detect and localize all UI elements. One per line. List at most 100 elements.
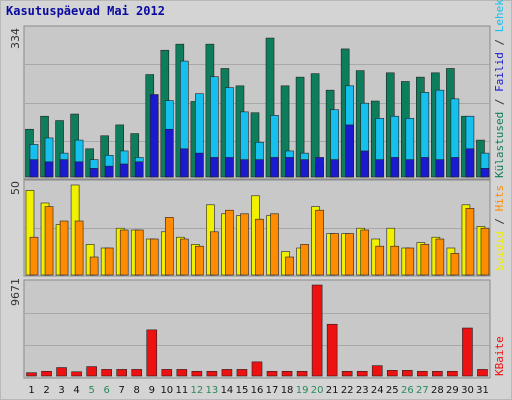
visits-bar — [55, 120, 64, 178]
day-label: 28 — [431, 385, 444, 396]
kbytes-bar — [86, 366, 97, 377]
files-bar — [59, 159, 69, 178]
hits-bar — [435, 238, 445, 276]
kbytes-bar — [161, 369, 173, 377]
hits-bar — [465, 208, 475, 276]
day-label: 13 — [206, 385, 219, 396]
kbytes-bar — [236, 369, 248, 377]
files-bar — [134, 161, 144, 178]
day-label: 20 — [311, 385, 324, 396]
hits-bar — [225, 209, 234, 276]
files-bar — [29, 159, 39, 178]
day-label: 30 — [461, 385, 474, 396]
kbytes-bar — [447, 370, 458, 377]
day-label: 2 — [43, 385, 49, 396]
kbytes-bar — [26, 372, 37, 377]
day-label: 26 — [401, 385, 414, 396]
day-label: 19 — [296, 385, 309, 396]
kbytes-bar — [417, 370, 428, 377]
visits-bar — [295, 76, 305, 178]
files-bar — [300, 159, 309, 178]
files-bar — [315, 157, 324, 178]
kbytes-bar — [71, 371, 82, 377]
hits-bar — [480, 227, 490, 276]
hits-bar — [330, 233, 339, 276]
kbytes-bar — [206, 370, 218, 377]
chart-title: Kasutuspäevad Mai 2012 — [6, 4, 165, 18]
files-bar — [255, 159, 264, 178]
hits-bar — [390, 245, 400, 276]
kbytes-bar — [356, 370, 368, 377]
hits-bar — [420, 244, 430, 276]
files-bar — [164, 128, 174, 178]
hits-bar — [89, 256, 99, 276]
hits-bar — [134, 229, 144, 276]
day-label: 14 — [221, 385, 234, 396]
hits-bar — [195, 245, 204, 276]
kbytes-bar — [101, 369, 112, 377]
day-label: 27 — [416, 385, 429, 396]
kbytes-bar — [311, 284, 323, 377]
hits-bar — [180, 238, 189, 276]
files-bar — [195, 152, 204, 178]
files-bar — [405, 159, 415, 178]
files-bar — [420, 157, 430, 178]
files-bar — [210, 157, 219, 178]
hits-bar — [300, 244, 309, 276]
files-bar — [360, 150, 370, 178]
hits-bar — [29, 236, 39, 276]
kbytes-bar — [432, 370, 443, 377]
day-label: 9 — [149, 385, 155, 396]
hits-bar — [44, 206, 54, 276]
files-bar — [180, 148, 189, 178]
day-label: 12 — [191, 385, 204, 396]
files-bar — [104, 165, 114, 178]
files-bar — [240, 159, 249, 178]
hits-bar — [59, 220, 69, 276]
hits-bar — [164, 217, 174, 276]
day-label: 24 — [371, 385, 384, 396]
day-label: 23 — [356, 385, 369, 396]
hits-bar — [104, 247, 114, 276]
kbytes-bar — [371, 365, 383, 377]
files-bar — [330, 159, 339, 178]
hits-bar — [74, 220, 84, 276]
day-label: 15 — [236, 385, 249, 396]
visits-bar — [280, 85, 290, 178]
day-label: 29 — [446, 385, 459, 396]
day-label: 11 — [175, 385, 188, 396]
day-label: 8 — [134, 385, 140, 396]
kbytes-bar — [176, 369, 188, 377]
hits-bar — [450, 253, 460, 276]
files-bar — [149, 94, 159, 178]
hits-bar — [375, 245, 385, 276]
hits-bar — [270, 213, 279, 276]
visits-bar — [310, 73, 320, 178]
day-label: 1 — [28, 385, 34, 396]
kbytes-bar — [251, 361, 263, 377]
kbytes-bar — [326, 323, 338, 377]
hits-bar — [255, 218, 264, 276]
hits-bar — [405, 247, 415, 276]
day-label: 16 — [251, 385, 264, 396]
kbytes-bar — [386, 370, 398, 377]
files-bar — [225, 157, 234, 178]
files-bar — [480, 168, 490, 178]
day-label: 17 — [266, 385, 279, 396]
files-bar — [74, 161, 84, 178]
day-label: 25 — [386, 385, 399, 396]
kbytes-bar — [146, 329, 158, 377]
files-bar — [390, 157, 400, 178]
day-label: 3 — [58, 385, 64, 396]
day-label: 4 — [73, 385, 79, 396]
hits-bar — [119, 229, 129, 276]
kbytes-bar — [116, 369, 127, 377]
files-bar — [44, 161, 54, 178]
kbytes-bar — [56, 367, 67, 377]
files-bar — [270, 157, 279, 178]
day-label: 18 — [281, 385, 294, 396]
kbytes-bar — [296, 370, 308, 377]
files-bar — [465, 148, 475, 178]
hits-bar — [210, 231, 219, 276]
